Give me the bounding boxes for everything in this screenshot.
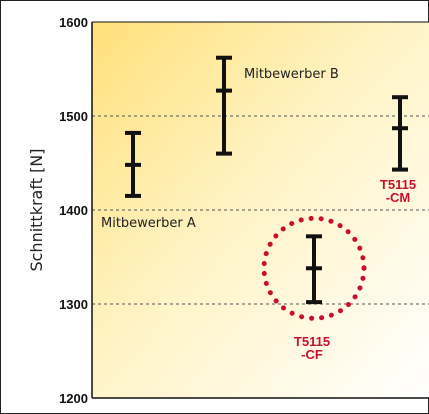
y-tick-1500: 1500: [59, 109, 88, 124]
label-mitbewerber-b: Mitbewerber B: [244, 67, 339, 82]
axes: [91, 21, 429, 399]
y-tick-1300: 1300: [59, 297, 88, 312]
y-tick-1200: 1200: [59, 391, 88, 406]
y-tick-1600: 1600: [59, 15, 88, 30]
y-tick-1400: 1400: [59, 203, 88, 218]
errorbar-2: [216, 55, 232, 156]
error-bars: [125, 55, 408, 321]
errorbar-1: [125, 130, 141, 198]
highlight-circle: [261, 215, 367, 321]
y-axis-label: Schnittkraft [N]: [27, 148, 46, 271]
label-t5115-cm-line-1: T5115: [380, 177, 416, 192]
label-t5115-cf-line-2: -CF: [301, 347, 323, 362]
errorbar-3: [261, 215, 367, 321]
errorbar-4: [392, 95, 408, 172]
y-tick-labels: 1200 1300 1400 1500 1600: [59, 15, 88, 406]
label-t5115-cf-line-1: T5115: [294, 334, 330, 349]
gridlines: [92, 115, 429, 305]
label-t5115-cm-line-2: -CM: [386, 190, 411, 205]
label-mitbewerber-a: Mitbewerber A: [101, 216, 196, 231]
